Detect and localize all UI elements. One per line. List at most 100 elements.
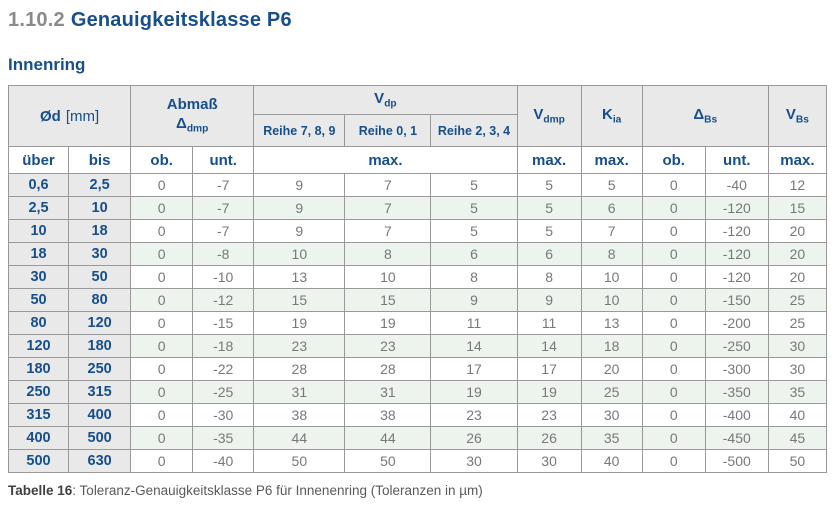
subheader-max-vbs: max. xyxy=(767,146,828,174)
subheader-unt: unt. xyxy=(192,146,255,174)
value-cell: 20 xyxy=(767,265,828,289)
range-cell: 180 xyxy=(7,357,70,381)
value-cell: 23 xyxy=(516,403,582,427)
subheader-max-vdmp: max. xyxy=(516,146,582,174)
abmass-label: Abmaß xyxy=(166,95,218,113)
value-cell: 50 xyxy=(767,449,828,473)
value-cell: 35 xyxy=(580,426,643,450)
value-cell: 17 xyxy=(430,357,518,381)
abmass-subscript: dmp xyxy=(186,123,209,135)
value-cell: 0 xyxy=(130,196,194,220)
value-cell: 0 xyxy=(641,288,706,312)
table-row: 2,5 10 0 -7 9 7 5 5 6 0 -120 15 xyxy=(7,196,828,220)
value-cell: 0 xyxy=(130,357,194,381)
value-cell: 25 xyxy=(767,288,828,312)
subheader-max-vdp: max. xyxy=(253,146,518,174)
value-cell: 25 xyxy=(580,380,643,404)
subheader-ob: ob. xyxy=(130,146,194,174)
table-row: 315 400 0 -30 38 38 23 23 30 0 -400 40 xyxy=(7,403,828,427)
value-cell: -30 xyxy=(192,403,255,427)
range-cell: 400 xyxy=(68,403,132,427)
value-cell: 30 xyxy=(580,403,643,427)
value-cell: 0 xyxy=(130,219,194,243)
value-cell: 14 xyxy=(430,334,518,358)
value-cell: 10 xyxy=(580,288,643,312)
value-cell: 19 xyxy=(516,380,582,404)
value-cell: -12 xyxy=(192,288,255,312)
range-cell: 10 xyxy=(68,196,132,220)
col-header-abmass: Abmaß Δdmp xyxy=(130,85,255,147)
value-cell: 8 xyxy=(516,265,582,289)
range-cell: 400 xyxy=(7,426,70,450)
value-cell: 11 xyxy=(516,311,582,335)
value-cell: 0 xyxy=(130,288,194,312)
range-cell: 500 xyxy=(68,426,132,450)
range-cell: 80 xyxy=(68,288,132,312)
table-row: 180 250 0 -22 28 28 17 17 20 0 -300 30 xyxy=(7,357,828,381)
range-cell: 80 xyxy=(7,311,70,335)
value-cell: -400 xyxy=(704,403,769,427)
col-header-vbs: VBs xyxy=(767,85,828,147)
value-cell: 18 xyxy=(580,334,643,358)
value-cell: 30 xyxy=(767,334,828,358)
value-cell: -7 xyxy=(192,219,255,243)
range-cell: 2,5 xyxy=(7,196,70,220)
value-cell: -40 xyxy=(704,173,769,197)
value-cell: 35 xyxy=(767,380,828,404)
value-cell: 0 xyxy=(641,426,706,450)
value-cell: -250 xyxy=(704,334,769,358)
range-cell: 50 xyxy=(68,265,132,289)
value-cell: 7 xyxy=(344,173,432,197)
value-cell: -18 xyxy=(192,334,255,358)
value-cell: 5 xyxy=(516,196,582,220)
value-cell: 28 xyxy=(344,357,432,381)
value-cell: 50 xyxy=(253,449,346,473)
value-cell: 0 xyxy=(130,173,194,197)
diameter-unit: [mm] xyxy=(65,107,100,125)
value-cell: 40 xyxy=(767,403,828,427)
value-cell: 28 xyxy=(253,357,346,381)
table-body: 0,6 2,5 0 -7 9 7 5 5 5 0 -40 12 2,5 10 0 -7 9 7 5 5 6 0 -120 15… xyxy=(7,173,828,473)
subheader-ob-dbs: ob. xyxy=(641,146,706,174)
value-cell: 7 xyxy=(580,219,643,243)
value-cell: 20 xyxy=(580,357,643,381)
value-cell: 0 xyxy=(641,196,706,220)
value-cell: 20 xyxy=(767,219,828,243)
col-header-reihe-234: Reihe 2, 3, 4 xyxy=(430,114,518,147)
value-cell: 8 xyxy=(430,265,518,289)
value-cell: 19 xyxy=(430,380,518,404)
value-cell: 14 xyxy=(516,334,582,358)
subheader-bis: bis xyxy=(68,146,132,174)
value-cell: 19 xyxy=(253,311,346,335)
value-cell: 23 xyxy=(253,334,346,358)
value-cell: 15 xyxy=(344,288,432,312)
range-cell: 315 xyxy=(68,380,132,404)
value-cell: -300 xyxy=(704,357,769,381)
value-cell: 0 xyxy=(130,426,194,450)
value-cell: -120 xyxy=(704,242,769,266)
table-row: 80 120 0 -15 19 19 11 11 13 0 -200 25 xyxy=(7,311,828,335)
value-cell: 26 xyxy=(430,426,518,450)
value-cell: 19 xyxy=(344,311,432,335)
value-cell: 12 xyxy=(767,173,828,197)
value-cell: 6 xyxy=(516,242,582,266)
subheader-unt-dbs: unt. xyxy=(704,146,769,174)
table-row: 0,6 2,5 0 -7 9 7 5 5 5 0 -40 12 xyxy=(7,173,828,197)
value-cell: 15 xyxy=(253,288,346,312)
value-cell: 11 xyxy=(430,311,518,335)
table-row: 250 315 0 -25 31 31 19 19 25 0 -350 35 xyxy=(7,380,828,404)
range-cell: 315 xyxy=(7,403,70,427)
value-cell: 0 xyxy=(641,242,706,266)
value-cell: 5 xyxy=(516,219,582,243)
range-cell: 0,6 xyxy=(7,173,70,197)
range-cell: 500 xyxy=(7,449,70,473)
value-cell: 9 xyxy=(253,173,346,197)
subsection-heading: Innenring xyxy=(8,55,86,74)
section-title: Genauigkeitsklasse P6 xyxy=(70,9,292,31)
value-cell: 0 xyxy=(641,334,706,358)
section-heading: 1.10.2 Genauigkeitsklasse P6 xyxy=(8,8,827,32)
value-cell: 7 xyxy=(344,219,432,243)
value-cell: -7 xyxy=(192,173,255,197)
value-cell: 25 xyxy=(767,311,828,335)
col-header-delta-bs: ΔBs xyxy=(641,85,769,147)
